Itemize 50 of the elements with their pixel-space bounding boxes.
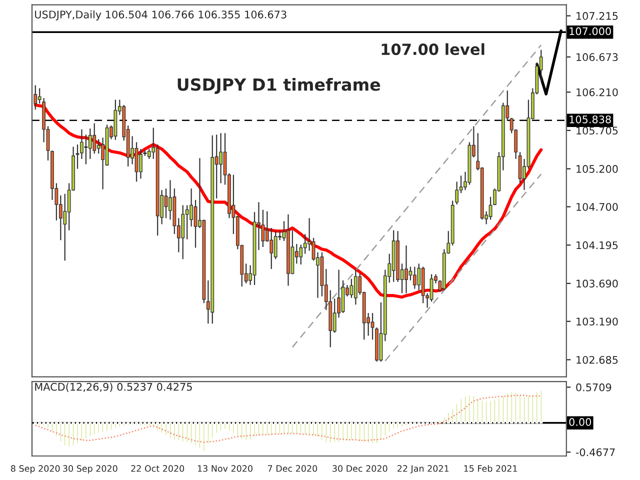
candlestick <box>354 268 358 306</box>
candlestick <box>261 209 265 248</box>
x-tick-label: 15 Feb 2021 <box>464 465 517 472</box>
x-tick-label: 8 Sep 2020 <box>11 465 60 474</box>
y-tick-label: 103.190 <box>576 318 618 326</box>
y-tick-label: 105.200 <box>576 165 618 173</box>
candlestick <box>181 204 185 260</box>
candlestick <box>303 234 307 254</box>
candlestick <box>92 122 96 154</box>
candlestick <box>80 128 84 160</box>
candlestick <box>219 132 223 184</box>
candlestick <box>185 204 189 240</box>
candlestick <box>147 148 151 160</box>
annotation: 107.00 level <box>382 43 484 56</box>
ref-line-label: 105.838 <box>570 115 611 124</box>
candlestick <box>190 188 194 228</box>
y-tick-label: 104.700 <box>576 202 618 211</box>
y-tick-label: 106.673 <box>576 53 618 62</box>
chart-title: MACD(12,26,9) 0.5237 0.4275 <box>35 382 192 392</box>
y-tick-label: 107.215 <box>576 12 618 20</box>
ref-line-label: 0.00 <box>569 418 592 426</box>
y-tick-label: 0.5709 <box>576 383 612 392</box>
y-tick-label: 102.685 <box>576 356 618 364</box>
candlestick <box>455 181 459 206</box>
candlestick <box>412 266 416 290</box>
candlestick <box>370 312 374 340</box>
ref-line-label: 107.000 <box>570 27 611 36</box>
candlestick <box>274 230 278 260</box>
candlestick <box>332 298 336 334</box>
x-tick-label: 30 Sep 2020 <box>63 465 118 474</box>
candlestick <box>84 134 88 165</box>
x-tick-label: 22 Oct 2020 <box>131 465 184 472</box>
x-tick-label: 22 Jan 2021 <box>398 465 449 474</box>
text: USDJPY,Daily 106.504 106.766 106.355 106.673 <box>35 10 286 20</box>
y-tick-label: 103.690 <box>576 280 618 288</box>
line-series <box>34 394 542 443</box>
candlestick <box>299 244 303 265</box>
candlestick <box>63 193 67 262</box>
candlestick <box>88 128 92 160</box>
annotation: USDJPY D1 timeframe <box>178 78 380 94</box>
y-tick-label: 104.195 <box>576 241 618 250</box>
candlestick <box>270 227 274 270</box>
x-tick-label: 30 Dec 2020 <box>332 465 388 472</box>
candlestick <box>404 244 408 294</box>
y-tick-label: -0.4677 <box>576 448 615 456</box>
candlestick <box>139 148 142 180</box>
x-tick-label: 7 Dec 2020 <box>268 465 318 472</box>
y-tick-label: 106.210 <box>576 88 618 96</box>
candlestick <box>34 84 38 110</box>
x-tick-label: 13 Nov 2020 <box>198 465 252 472</box>
